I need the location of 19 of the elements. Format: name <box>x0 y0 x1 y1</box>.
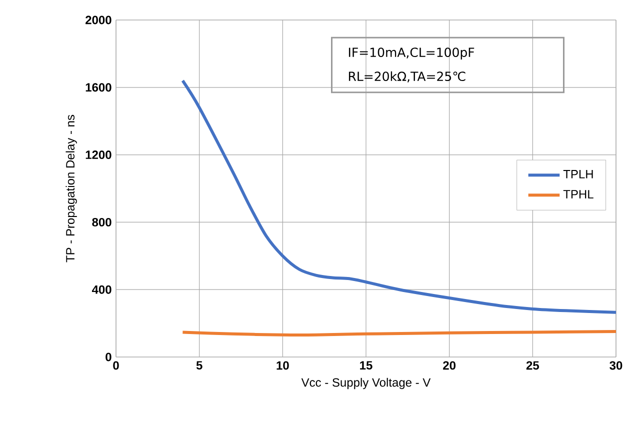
y-tick-label: 2000 <box>86 16 112 24</box>
y-tick-label: 0 <box>106 352 112 362</box>
y-axis-title: TP - Propagation Delay - ns <box>66 114 77 262</box>
x-tick-label: 0 <box>113 361 119 370</box>
x-axis-title: Vcc - Supply Voltage - V <box>301 378 431 390</box>
y-tick-label: 400 <box>92 285 112 294</box>
x-tick-label: 5 <box>196 361 202 370</box>
x-tick-label: 20 <box>443 361 456 370</box>
x-tick-label: 30 <box>610 361 622 370</box>
x-tick-label: 25 <box>526 361 539 370</box>
x-tick-label: 15 <box>360 361 372 370</box>
y-tick-label: 800 <box>92 218 112 226</box>
y-tick-label: 1200 <box>86 150 112 160</box>
legend-label: TPLH <box>563 170 593 178</box>
annotation: RL=20kΩ,TA=25℃ <box>348 71 466 82</box>
legend-label: TPHL <box>563 190 594 198</box>
y-tick-label: 1600 <box>86 83 112 92</box>
annotation: IF=10mA,CL=100pF <box>348 48 474 60</box>
x-tick-label: 10 <box>276 361 289 370</box>
